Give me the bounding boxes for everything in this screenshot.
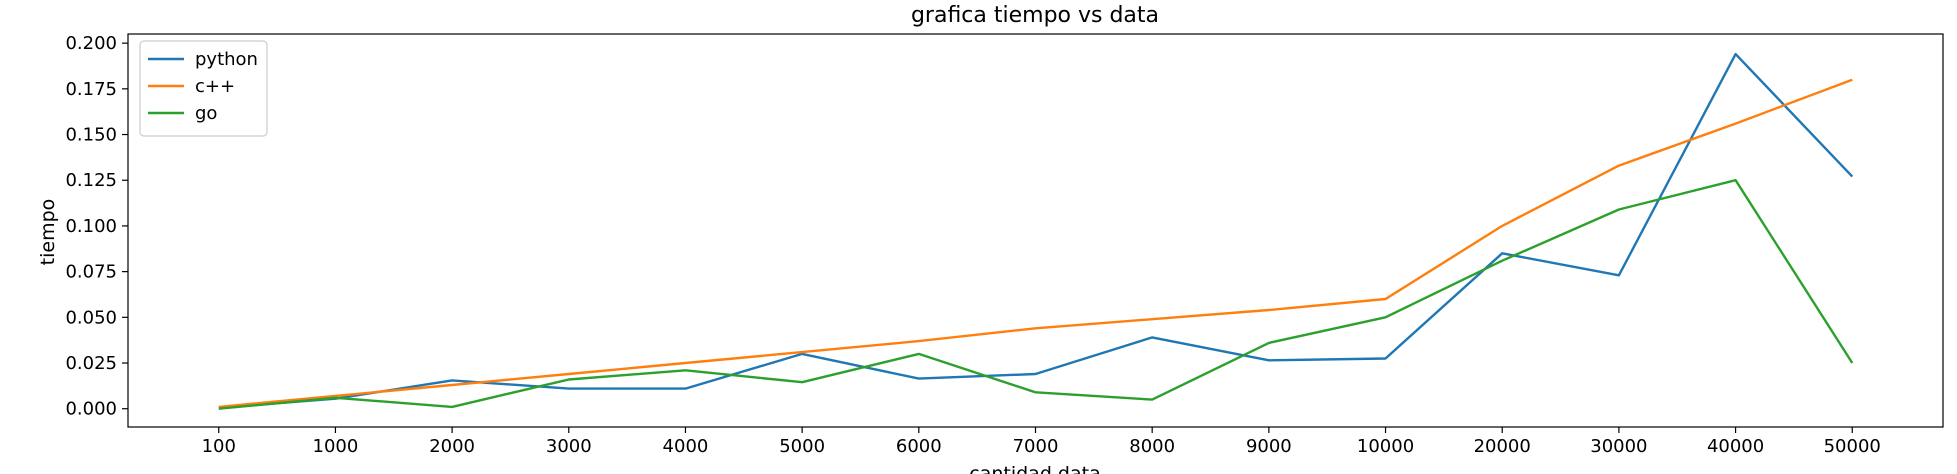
x-tick-label: 20000 bbox=[1474, 436, 1531, 457]
x-tick-label: 1000 bbox=[313, 436, 359, 457]
y-tick-label: 0.075 bbox=[65, 262, 117, 283]
x-tick-label: 50000 bbox=[1824, 436, 1881, 457]
y-tick-label: 0.125 bbox=[65, 170, 117, 191]
legend-label: go bbox=[195, 103, 217, 124]
x-tick-label: 100 bbox=[202, 436, 236, 457]
legend: python c++ go bbox=[139, 40, 268, 137]
x-axis-title: cantidad data bbox=[969, 463, 1100, 474]
series-lines bbox=[218, 52, 1854, 410]
axes: 0.000 0.025 0.050 0.075 0.100 0.125 0.150 0.175… bbox=[65, 33, 1944, 457]
x-tick-label: 9000 bbox=[1246, 436, 1292, 457]
x-tick-label: 7000 bbox=[1013, 436, 1059, 457]
y-tick-label: 0.050 bbox=[65, 307, 117, 328]
x-tick-label: 30000 bbox=[1590, 436, 1647, 457]
y-axis-title: tiempo bbox=[37, 199, 59, 266]
x-tick-label: 6000 bbox=[896, 436, 942, 457]
legend-label: python bbox=[195, 49, 258, 70]
series-line-python bbox=[218, 52, 1854, 409]
x-tick-label: 3000 bbox=[546, 436, 592, 457]
legend-label: c++ bbox=[195, 76, 235, 97]
series-line-go bbox=[218, 178, 1854, 410]
y-tick-label: 0.200 bbox=[65, 33, 117, 54]
y-tick-label: 0.175 bbox=[65, 79, 117, 100]
x-tick-label: 40000 bbox=[1707, 436, 1764, 457]
y-tick-label: 0.150 bbox=[65, 125, 117, 146]
series-line-cplusplus bbox=[218, 78, 1853, 409]
x-tick-label: 4000 bbox=[663, 436, 709, 457]
chart-title: grafica tiempo vs data bbox=[911, 3, 1159, 28]
x-tick-label: 8000 bbox=[1129, 436, 1175, 457]
x-tick-label: 5000 bbox=[779, 436, 825, 457]
y-tick-label: 0.000 bbox=[65, 399, 117, 420]
x-tick-label: 2000 bbox=[429, 436, 475, 457]
plot-frame bbox=[127, 33, 1944, 428]
y-tick-label: 0.025 bbox=[65, 353, 117, 374]
x-tick-label: 10000 bbox=[1357, 436, 1414, 457]
y-tick-label: 0.100 bbox=[65, 216, 117, 237]
